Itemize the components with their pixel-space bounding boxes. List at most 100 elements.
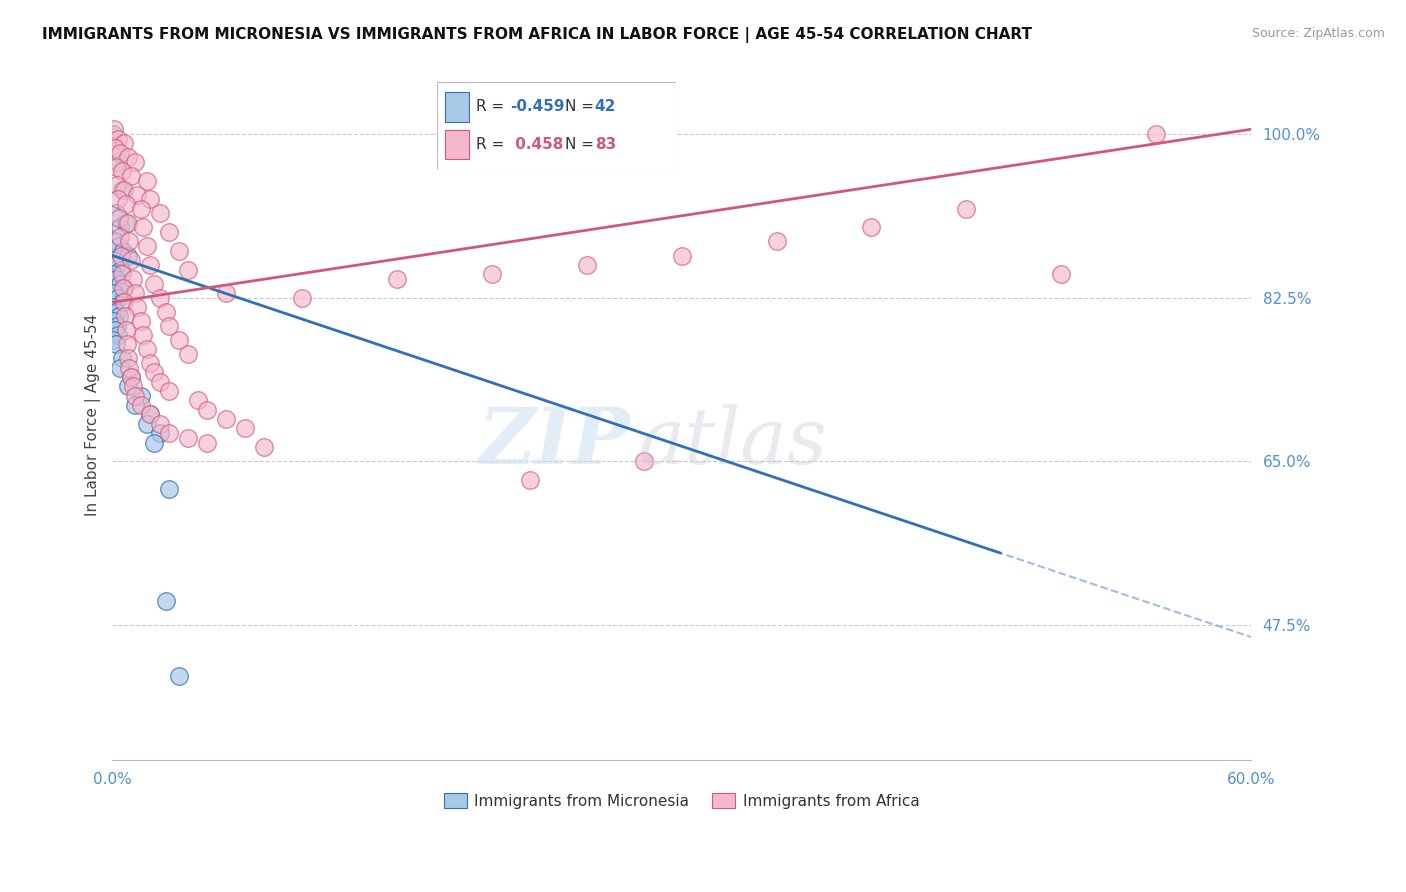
Point <box>135 342 157 356</box>
Point <box>139 258 162 272</box>
Point <box>157 318 180 333</box>
Point <box>104 235 127 249</box>
Point <box>157 482 180 496</box>
Point <box>114 310 136 324</box>
Point <box>111 244 134 258</box>
Point <box>103 122 125 136</box>
Point <box>167 333 190 347</box>
Point <box>122 379 145 393</box>
Point <box>108 277 131 291</box>
Point <box>132 328 155 343</box>
Point <box>149 206 172 220</box>
Point <box>114 197 136 211</box>
Point <box>111 295 134 310</box>
Point <box>117 379 139 393</box>
Point <box>104 323 127 337</box>
Point <box>129 398 152 412</box>
Point <box>129 314 152 328</box>
Point <box>112 183 135 197</box>
Point <box>1144 127 1167 141</box>
Text: atlas: atlas <box>638 404 827 480</box>
Point <box>129 389 152 403</box>
Point <box>105 318 128 333</box>
Point <box>112 136 135 151</box>
Point <box>118 360 141 375</box>
Point <box>129 202 152 216</box>
Point <box>253 440 276 454</box>
Point <box>139 193 162 207</box>
Point <box>120 370 142 384</box>
Point <box>157 225 180 239</box>
Point <box>103 314 125 328</box>
Y-axis label: In Labor Force | Age 45-54: In Labor Force | Age 45-54 <box>86 313 101 516</box>
Point <box>481 267 503 281</box>
Point <box>139 408 162 422</box>
Text: Source: ZipAtlas.com: Source: ZipAtlas.com <box>1251 27 1385 40</box>
Text: ZIP: ZIP <box>479 404 630 481</box>
Point <box>107 131 129 145</box>
Point <box>132 220 155 235</box>
Point <box>111 267 134 281</box>
Legend: Immigrants from Micronesia, Immigrants from Africa: Immigrants from Micronesia, Immigrants f… <box>437 788 925 815</box>
Point <box>105 160 128 174</box>
Point <box>111 183 134 197</box>
Point <box>124 285 146 300</box>
Point <box>143 435 166 450</box>
Point <box>103 267 125 281</box>
Point <box>117 248 139 262</box>
Point <box>103 253 125 268</box>
Point <box>112 295 135 310</box>
Point <box>117 216 139 230</box>
Point <box>149 417 172 431</box>
Point <box>187 393 209 408</box>
Point <box>103 300 125 314</box>
Point <box>103 127 125 141</box>
Point <box>195 435 218 450</box>
Point <box>108 360 131 375</box>
Point <box>105 272 128 286</box>
Point <box>108 310 131 324</box>
Point <box>120 169 142 183</box>
Point <box>177 431 200 445</box>
Point <box>385 272 408 286</box>
Point <box>117 150 139 164</box>
Point <box>120 253 142 268</box>
Point <box>108 220 131 235</box>
Point <box>195 402 218 417</box>
Point <box>107 291 129 305</box>
Point <box>125 187 148 202</box>
Point <box>135 239 157 253</box>
Point <box>104 141 127 155</box>
Point <box>107 193 129 207</box>
Point <box>105 304 128 318</box>
Point <box>112 281 135 295</box>
Point <box>155 594 177 608</box>
Point <box>291 291 314 305</box>
Point <box>111 164 134 178</box>
Point <box>124 155 146 169</box>
Point <box>135 174 157 188</box>
Point <box>139 356 162 370</box>
Point <box>122 272 145 286</box>
Point <box>124 398 146 412</box>
Point <box>1050 267 1073 281</box>
Point <box>105 337 128 351</box>
Point <box>125 300 148 314</box>
Point <box>111 281 134 295</box>
Point <box>215 285 238 300</box>
Point <box>105 206 128 220</box>
Point <box>103 285 125 300</box>
Point <box>114 323 136 337</box>
Point <box>177 347 200 361</box>
Text: IMMIGRANTS FROM MICRONESIA VS IMMIGRANTS FROM AFRICA IN LABOR FORCE | AGE 45-54 : IMMIGRANTS FROM MICRONESIA VS IMMIGRANTS… <box>42 27 1032 43</box>
Point <box>671 248 693 262</box>
Point <box>143 277 166 291</box>
Point <box>105 178 128 193</box>
Point <box>124 389 146 403</box>
Point <box>135 417 157 431</box>
Point <box>215 412 238 426</box>
Point <box>105 258 128 272</box>
Point <box>860 220 883 235</box>
Point <box>575 258 598 272</box>
Point <box>108 229 131 244</box>
